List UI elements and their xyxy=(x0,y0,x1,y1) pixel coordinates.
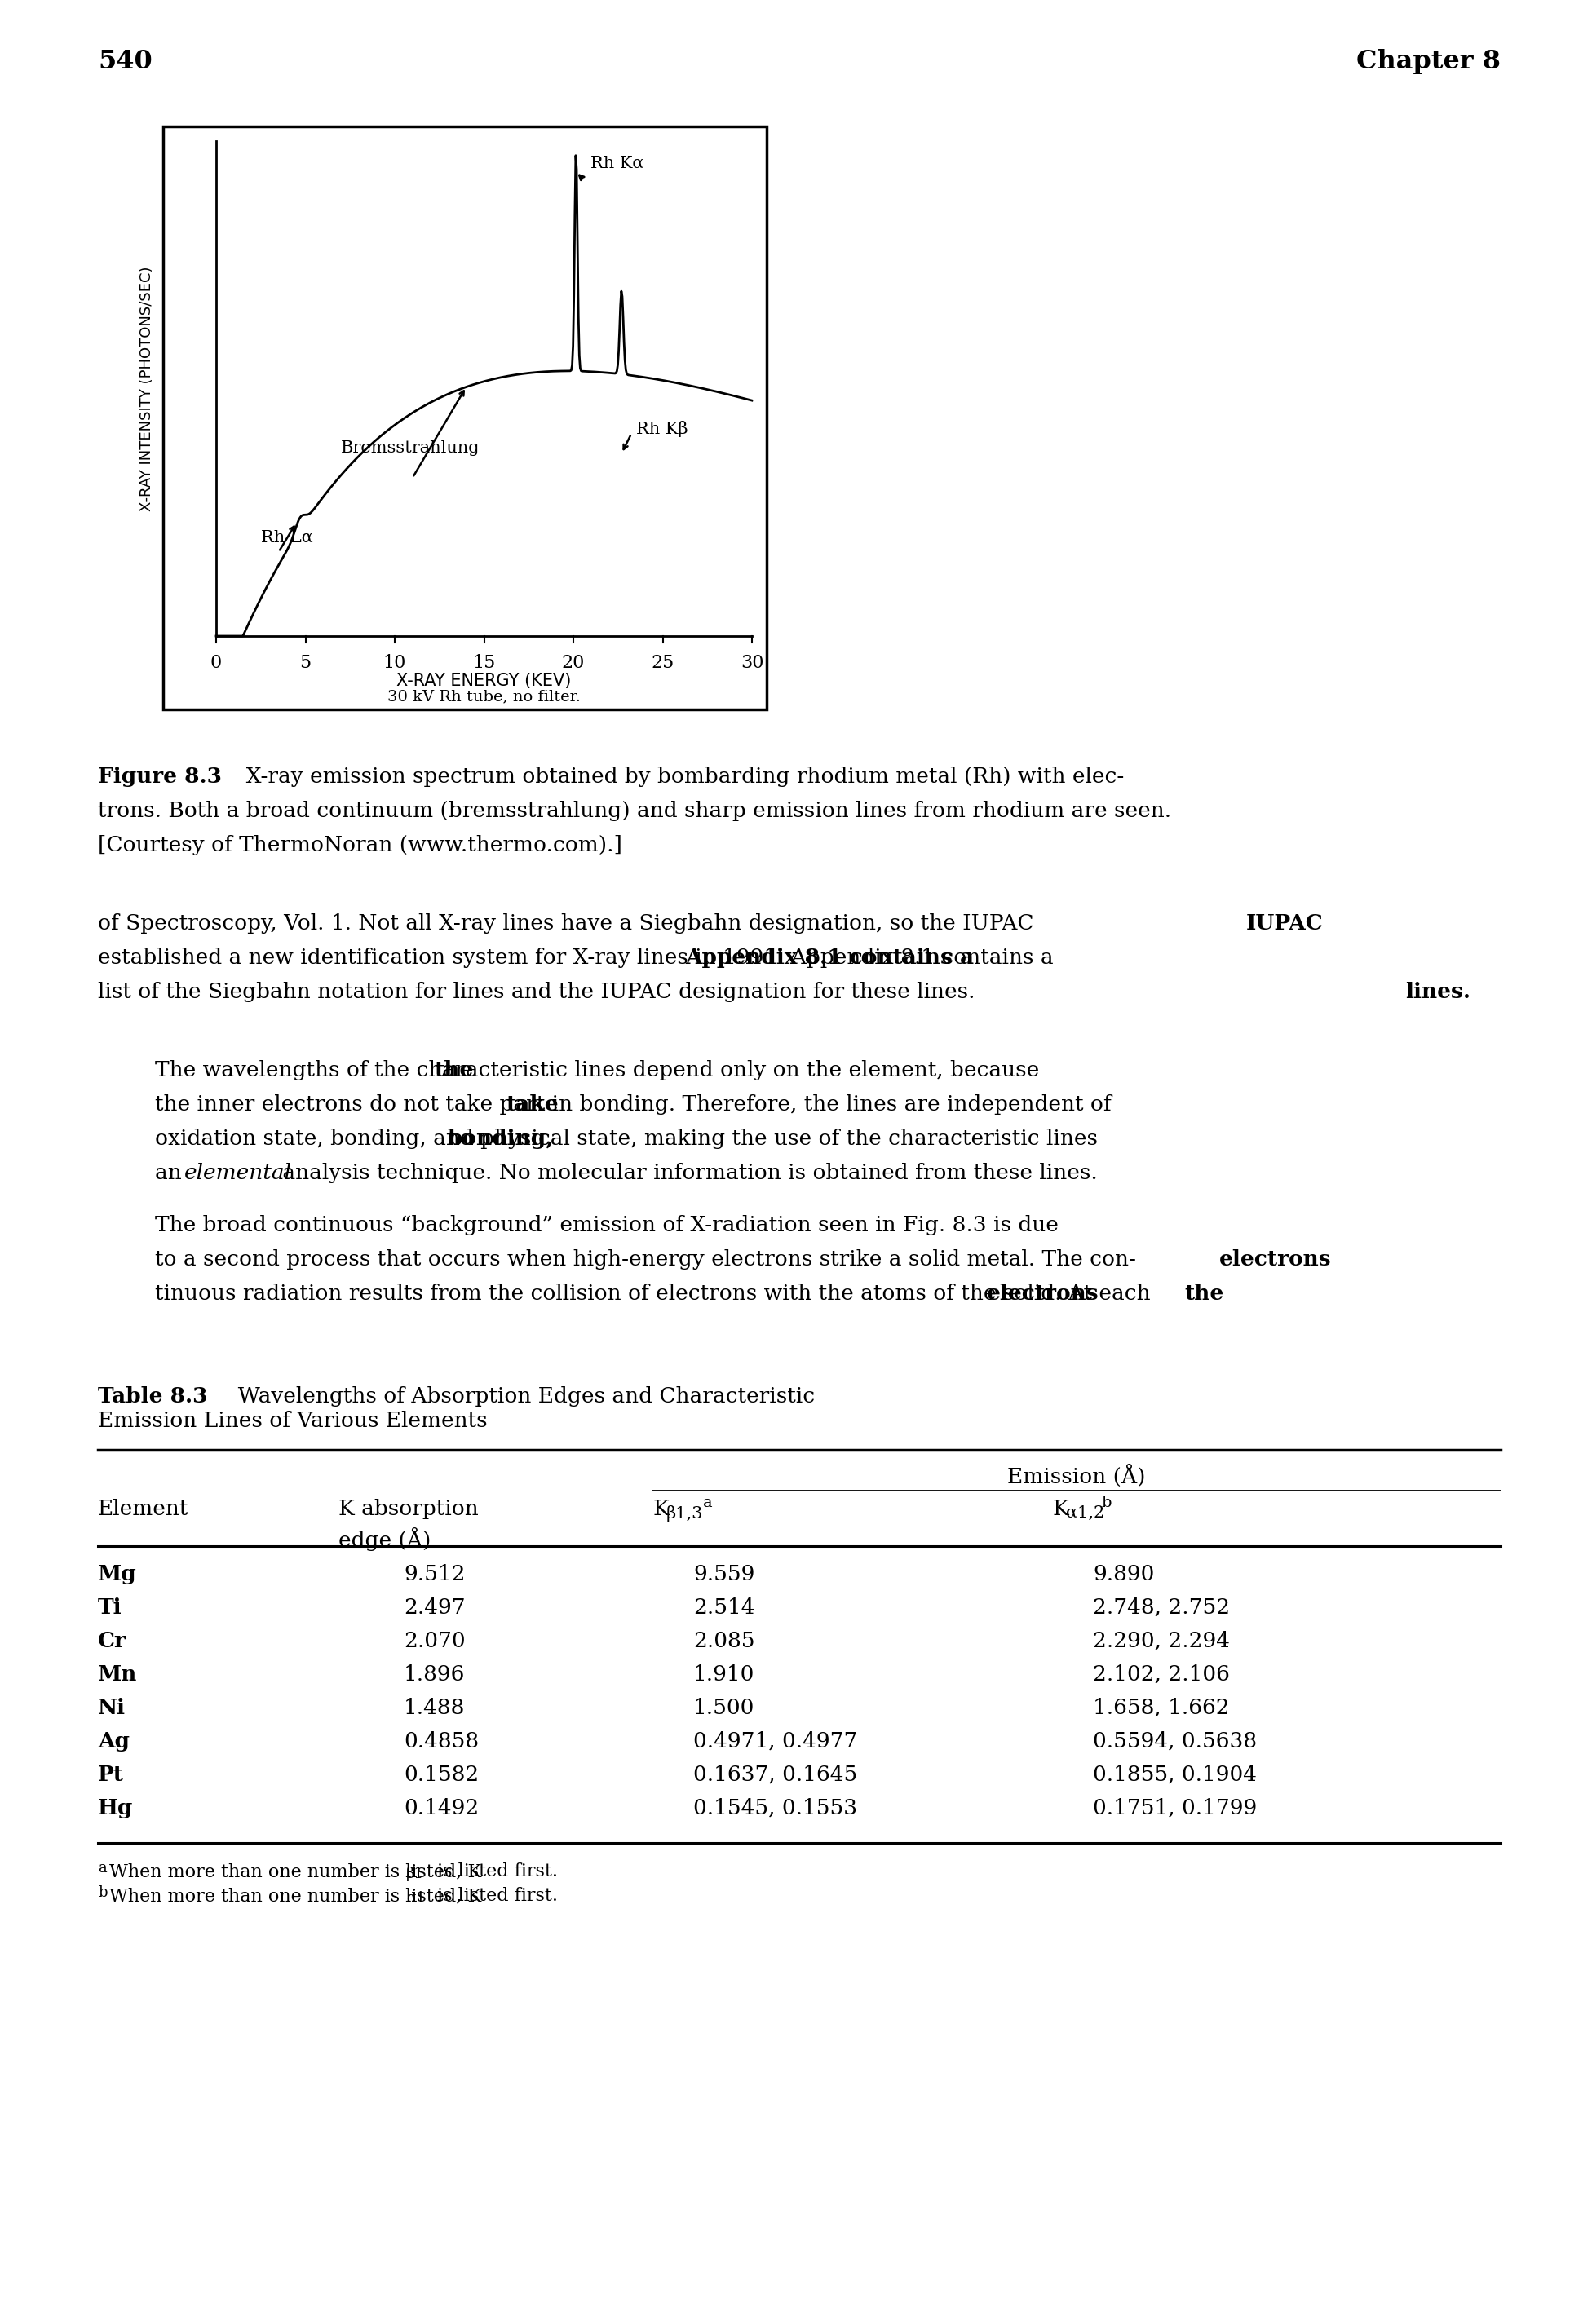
Text: trons. Both a broad continuum (bremsstrahlung) and sharp emission lines from rho: trons. Both a broad continuum (bremsstra… xyxy=(97,802,1172,820)
Text: 2.748, 2.752: 2.748, 2.752 xyxy=(1092,1597,1231,1618)
Text: Emission (Å): Emission (Å) xyxy=(1008,1464,1146,1487)
Text: 0.1545, 0.1553: 0.1545, 0.1553 xyxy=(693,1799,856,1817)
Text: to a second process that occurs when high-energy electrons strike a solid metal.: to a second process that occurs when hig… xyxy=(154,1250,1137,1269)
Text: established a new identification system for X-ray lines in 1991. Appendix 8.1 co: established a new identification system … xyxy=(97,948,1054,967)
Text: K absorption
edge (Å): K absorption edge (Å) xyxy=(339,1499,479,1550)
Text: 1.910: 1.910 xyxy=(693,1664,755,1685)
Text: 10: 10 xyxy=(384,653,406,672)
Text: the inner electrons do not take part in bonding. Therefore, the lines are indepe: the inner electrons do not take part in … xyxy=(154,1095,1111,1116)
Text: Mn: Mn xyxy=(97,1664,137,1685)
Text: a: a xyxy=(704,1497,713,1511)
Text: Cr: Cr xyxy=(97,1631,126,1652)
Text: Ni: Ni xyxy=(97,1699,126,1717)
Text: Ag: Ag xyxy=(97,1731,129,1752)
Text: 9.559: 9.559 xyxy=(693,1564,755,1585)
Text: is listed first.: is listed first. xyxy=(431,1862,557,1880)
Text: Ti: Ti xyxy=(97,1597,123,1618)
Text: Chapter 8: Chapter 8 xyxy=(1356,49,1501,74)
Text: 2.514: 2.514 xyxy=(693,1597,755,1618)
Text: Bremsstrahlung: Bremsstrahlung xyxy=(341,439,481,456)
Text: is listed first.: is listed first. xyxy=(431,1887,557,1906)
Text: tinuous radiation results from the collision of electrons with the atoms of the : tinuous radiation results from the colli… xyxy=(154,1283,1151,1304)
Text: 0.5594, 0.5638: 0.5594, 0.5638 xyxy=(1092,1731,1258,1752)
Text: 1.896: 1.896 xyxy=(404,1664,465,1685)
Text: X-RAY INTENSITY (PHOTONS/SEC): X-RAY INTENSITY (PHOTONS/SEC) xyxy=(140,265,154,511)
Text: K: K xyxy=(1052,1499,1068,1520)
Text: 5: 5 xyxy=(299,653,310,672)
Text: 1.658, 1.662: 1.658, 1.662 xyxy=(1092,1699,1229,1717)
Text: 9.512: 9.512 xyxy=(404,1564,465,1585)
Text: The wavelengths of the characteristic lines depend only on the element, because: The wavelengths of the characteristic li… xyxy=(154,1060,1040,1081)
Text: Mg: Mg xyxy=(97,1564,137,1585)
Text: of Spectroscopy, Vol. 1. Not all X-ray lines have a Siegbahn designation, so the: of Spectroscopy, Vol. 1. Not all X-ray l… xyxy=(97,913,1033,934)
Text: The broad continuous “background” emission of X-radiation seen in Fig. 8.3 is du: The broad continuous “background” emissi… xyxy=(154,1215,1059,1236)
Text: electrons: electrons xyxy=(987,1283,1098,1304)
Text: [Courtesy of ThermoNoran (www.thermo.com).]: [Courtesy of ThermoNoran (www.thermo.com… xyxy=(97,834,622,855)
Text: X-RAY ENERGY (KEV): X-RAY ENERGY (KEV) xyxy=(396,672,572,688)
Text: 2.070: 2.070 xyxy=(404,1631,465,1652)
Text: b: b xyxy=(1102,1497,1111,1511)
Text: 2.102, 2.106: 2.102, 2.106 xyxy=(1092,1664,1229,1685)
Text: 1.500: 1.500 xyxy=(693,1699,755,1717)
Text: list of the Siegbahn notation for lines and the IUPAC designation for these line: list of the Siegbahn notation for lines … xyxy=(97,981,974,1002)
Text: 2.085: 2.085 xyxy=(693,1631,755,1652)
Text: 25: 25 xyxy=(651,653,673,672)
Text: 2.497: 2.497 xyxy=(404,1597,465,1618)
Text: IUPAC: IUPAC xyxy=(1247,913,1323,934)
Text: β1,3: β1,3 xyxy=(667,1506,704,1522)
Text: Wavelengths of Absorption Edges and Characteristic: Wavelengths of Absorption Edges and Char… xyxy=(224,1385,815,1406)
Text: Emission Lines of Various Elements: Emission Lines of Various Elements xyxy=(97,1411,487,1432)
Text: 540: 540 xyxy=(97,49,153,74)
Text: When more than one number is listed, K: When more than one number is listed, K xyxy=(110,1887,481,1906)
Text: 20: 20 xyxy=(562,653,584,672)
Text: analysis technique. No molecular information is obtained from these lines.: analysis technique. No molecular informa… xyxy=(275,1162,1097,1183)
Text: 0.1637, 0.1645: 0.1637, 0.1645 xyxy=(693,1764,858,1785)
Text: a: a xyxy=(97,1862,107,1875)
Text: bonding,: bonding, xyxy=(447,1129,554,1148)
Text: α1: α1 xyxy=(406,1892,425,1906)
Text: b: b xyxy=(97,1885,107,1901)
Text: Rh Kβ: Rh Kβ xyxy=(637,421,688,437)
Text: electrons: electrons xyxy=(1219,1250,1331,1269)
Text: 2.290, 2.294: 2.290, 2.294 xyxy=(1092,1631,1231,1652)
Text: 0: 0 xyxy=(210,653,221,672)
Text: an: an xyxy=(154,1162,188,1183)
Text: 1.488: 1.488 xyxy=(404,1699,465,1717)
Text: β1: β1 xyxy=(406,1866,423,1880)
Text: K: K xyxy=(653,1499,669,1520)
Text: 0.4858: 0.4858 xyxy=(404,1731,479,1752)
Text: Pt: Pt xyxy=(97,1764,124,1785)
Text: Element: Element xyxy=(97,1499,189,1520)
Text: 0.4971, 0.4977: 0.4971, 0.4977 xyxy=(693,1731,858,1752)
Text: the: the xyxy=(435,1060,473,1081)
Text: When more than one number is listed, K: When more than one number is listed, K xyxy=(110,1862,481,1880)
Text: 30 kV Rh tube, no filter.: 30 kV Rh tube, no filter. xyxy=(387,688,581,704)
Text: Hg: Hg xyxy=(97,1799,134,1817)
Text: X-ray emission spectrum obtained by bombarding rhodium metal (Rh) with elec-: X-ray emission spectrum obtained by bomb… xyxy=(232,767,1124,788)
Text: oxidation state, bonding, and physical state, making the use of the characterist: oxidation state, bonding, and physical s… xyxy=(154,1129,1098,1148)
Text: 0.1751, 0.1799: 0.1751, 0.1799 xyxy=(1092,1799,1258,1817)
Text: Rh Lα: Rh Lα xyxy=(261,530,312,544)
Text: Figure 8.3: Figure 8.3 xyxy=(97,767,221,788)
Text: lines.: lines. xyxy=(1406,981,1471,1002)
Text: 0.1582: 0.1582 xyxy=(404,1764,479,1785)
Text: the: the xyxy=(1184,1283,1224,1304)
Text: Appendix 8.1 contains a: Appendix 8.1 contains a xyxy=(685,948,974,967)
Text: Rh Kα: Rh Kα xyxy=(591,156,645,172)
Text: α1,2: α1,2 xyxy=(1067,1506,1105,1520)
Text: 30: 30 xyxy=(740,653,764,672)
Text: 0.1855, 0.1904: 0.1855, 0.1904 xyxy=(1092,1764,1256,1785)
Text: take: take xyxy=(506,1095,559,1116)
Text: 9.890: 9.890 xyxy=(1092,1564,1154,1585)
Text: Table 8.3: Table 8.3 xyxy=(97,1385,207,1406)
Text: 0.1492: 0.1492 xyxy=(404,1799,479,1817)
Text: 15: 15 xyxy=(473,653,495,672)
Bar xyxy=(162,125,767,709)
Text: elemental: elemental xyxy=(185,1162,291,1183)
